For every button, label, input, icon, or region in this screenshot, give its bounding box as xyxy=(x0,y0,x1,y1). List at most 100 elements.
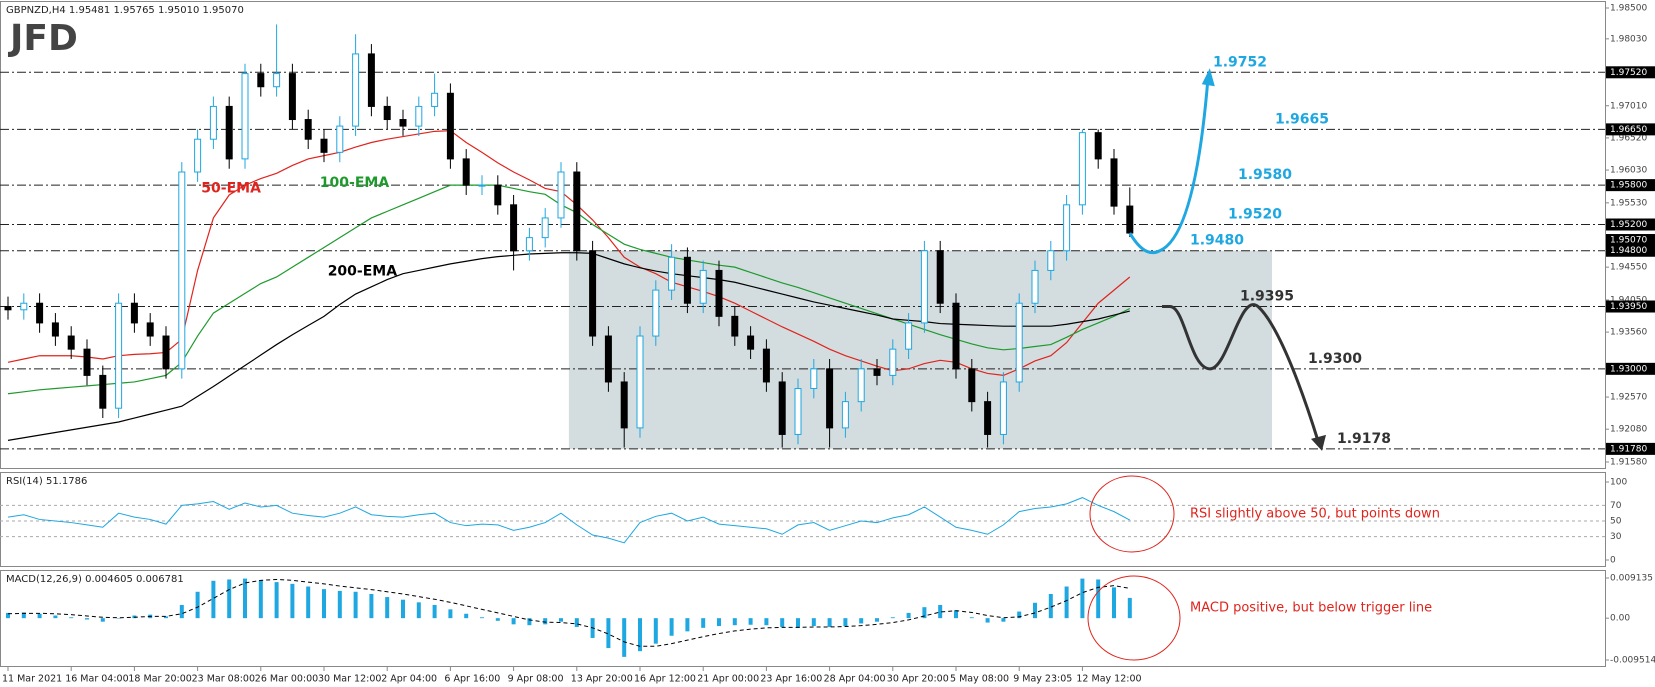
level-note: 1.9480 xyxy=(1190,233,1244,249)
macd-bar xyxy=(954,610,958,619)
macd-bar xyxy=(416,602,421,619)
macd-bar xyxy=(511,618,516,625)
candle-body xyxy=(794,388,802,435)
candle-body xyxy=(20,302,28,311)
macd-bar xyxy=(211,580,216,619)
candle-body xyxy=(999,381,1007,435)
candle-body xyxy=(968,368,976,403)
candle-body xyxy=(778,381,786,435)
level-tag-label: 1.93000 xyxy=(1610,364,1647,374)
candle-body xyxy=(36,302,44,324)
bear-scenario xyxy=(1162,303,1320,442)
ema-line xyxy=(7,252,1130,441)
rsi-panel xyxy=(0,472,1606,567)
macd-bar xyxy=(748,618,753,625)
macd-bar xyxy=(369,593,374,619)
macd-bar xyxy=(1080,578,1085,619)
macd-bar xyxy=(1112,587,1116,619)
macd-bar xyxy=(638,618,642,652)
candle-body xyxy=(241,73,249,160)
x-tick-label: 23 Mar 08:00 xyxy=(192,674,255,685)
candle-body xyxy=(415,105,423,127)
candle-body xyxy=(1094,132,1102,160)
x-tick-label: 9 Apr 08:00 xyxy=(508,674,564,685)
last-price-label: 1.95070 xyxy=(1610,236,1647,246)
level-tag xyxy=(1606,123,1655,136)
x-tick-label: 23 Apr 16:00 xyxy=(760,674,822,685)
candle-body xyxy=(541,217,549,239)
y-tick-label: 1.94550 xyxy=(1610,263,1647,273)
macd-bar xyxy=(1064,586,1069,619)
candle-body xyxy=(67,335,75,350)
macd-bar xyxy=(179,604,184,619)
candle-body xyxy=(462,158,470,186)
macd-bar xyxy=(543,618,548,625)
level-tag xyxy=(1606,66,1655,79)
level-tag-label: 1.94800 xyxy=(1610,246,1647,256)
candle-body xyxy=(984,401,992,435)
candle-body xyxy=(936,250,944,304)
y-tick-label: 0.009135 xyxy=(1610,574,1653,584)
candle-body xyxy=(209,105,217,140)
macd-bar xyxy=(527,618,532,626)
candle-body xyxy=(762,348,770,383)
candle-body xyxy=(747,335,755,350)
rsi-title: RSI(14) 51.1786 xyxy=(6,476,87,487)
x-tick-label: 21 Apr 00:00 xyxy=(697,674,759,685)
bull-arrow xyxy=(1201,68,1215,87)
y-tick-label: 1.91580 xyxy=(1610,458,1647,468)
level-note: 1.9395 xyxy=(1240,289,1294,305)
candle-body xyxy=(51,322,59,337)
candle-body xyxy=(4,306,12,311)
candle-body xyxy=(115,302,123,409)
macd-bar xyxy=(922,607,927,619)
macd-bar xyxy=(780,618,785,627)
y-tick-label: 1.92080 xyxy=(1610,425,1647,435)
candle-body xyxy=(826,368,834,429)
macd-bar xyxy=(480,617,484,619)
level-tag xyxy=(1606,218,1655,231)
macd-bar xyxy=(1096,579,1101,619)
y-tick-label: 1.96520 xyxy=(1610,133,1647,143)
level-tag-label: 1.93950 xyxy=(1610,302,1647,312)
macd-bar xyxy=(732,618,737,626)
x-tick-label: 12 May 12:00 xyxy=(1076,674,1141,685)
x-tick-label: 2 Apr 04:00 xyxy=(381,674,437,685)
macd-bar xyxy=(164,616,168,619)
level-note: 1.9300 xyxy=(1308,351,1362,367)
macd-bar xyxy=(258,580,263,619)
candle-body xyxy=(383,105,391,121)
candle-body xyxy=(288,73,296,121)
candle-body xyxy=(257,73,265,88)
last-price-tag xyxy=(1606,234,1655,247)
level-tag xyxy=(1606,179,1655,192)
price-panel xyxy=(0,1,1606,469)
y-tick-label: 1.98500 xyxy=(1610,4,1647,14)
logo: JFD xyxy=(7,18,78,59)
level-note: 1.9520 xyxy=(1228,207,1282,223)
macd-title: MACD(12,26,9) 0.004605 0.006781 xyxy=(6,574,184,585)
macd-bar xyxy=(969,617,974,619)
macd-bar xyxy=(401,599,405,619)
y-tick-label: 1.94050 xyxy=(1610,295,1647,305)
candle-body xyxy=(83,348,91,376)
macd-bar xyxy=(875,618,879,622)
level-tag-label: 1.97520 xyxy=(1610,68,1647,78)
level-tag xyxy=(1606,244,1655,257)
candle-body xyxy=(573,171,581,252)
macd-bar xyxy=(669,618,674,636)
candle-body xyxy=(273,73,281,88)
candle-body xyxy=(873,368,881,376)
candle-body xyxy=(1110,158,1118,207)
candle-body xyxy=(1031,269,1039,304)
candle-body xyxy=(99,374,107,409)
candle-body xyxy=(162,335,170,370)
macd-bar xyxy=(1033,602,1037,619)
candle-body xyxy=(178,171,186,370)
macd-bar xyxy=(495,618,500,621)
level-tag-label: 1.91780 xyxy=(1610,444,1647,454)
level-tag xyxy=(1606,362,1655,375)
x-tick-label: 26 Mar 00:00 xyxy=(255,674,318,685)
macd-bar xyxy=(1048,593,1053,619)
